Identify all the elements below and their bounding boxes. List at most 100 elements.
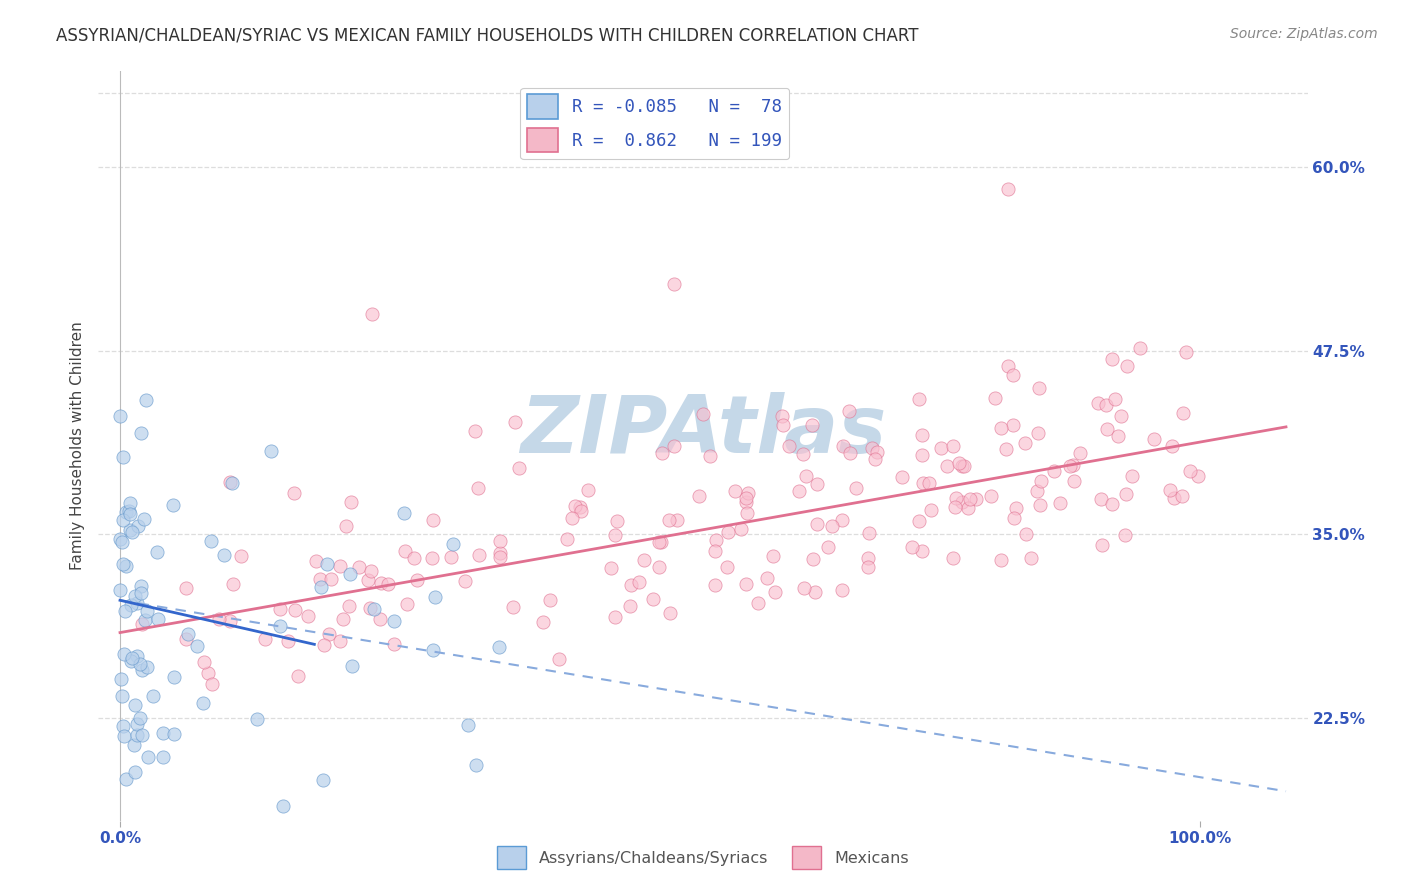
Point [124, 698, 146, 713]
Point [619, 599, 641, 613]
Point [329, 634, 352, 648]
Point [692, 408, 714, 422]
Point [508, 461, 530, 475]
Point [467, 548, 489, 562]
Point [284, 603, 307, 617]
Point [1069, 446, 1091, 460]
Point [662, 277, 685, 292]
Point [1107, 428, 1129, 442]
Point [734, 577, 756, 591]
Point [129, 426, 152, 441]
Point [942, 551, 965, 566]
Point [606, 514, 628, 528]
Point [221, 475, 243, 490]
Point [464, 424, 486, 438]
Point [831, 513, 853, 527]
Point [1026, 425, 1049, 440]
Point [131, 728, 153, 742]
Point [1026, 484, 1049, 499]
Point [787, 484, 810, 499]
Point [363, 602, 385, 616]
Point [163, 670, 186, 684]
Point [929, 441, 952, 455]
Point [957, 501, 980, 516]
Point [911, 543, 934, 558]
Point [315, 557, 337, 571]
Point [908, 514, 931, 528]
Point [489, 550, 512, 565]
Point [704, 533, 727, 547]
Point [716, 560, 738, 574]
Point [648, 559, 671, 574]
Point [844, 481, 866, 495]
Point [219, 614, 242, 628]
Point [135, 393, 157, 408]
Point [730, 522, 752, 536]
Point [605, 527, 627, 541]
Point [201, 677, 224, 691]
Point [763, 585, 786, 599]
Point [377, 577, 399, 591]
Point [111, 534, 134, 549]
Point [863, 451, 886, 466]
Point [648, 535, 671, 549]
Point [911, 476, 934, 491]
Point [704, 578, 727, 592]
Point [576, 483, 599, 497]
Point [488, 546, 510, 560]
Point [111, 690, 134, 704]
Point [129, 711, 152, 725]
Point [1171, 406, 1194, 420]
Point [132, 512, 155, 526]
Point [193, 655, 215, 669]
Point [734, 495, 756, 509]
Point [806, 476, 828, 491]
Legend: Assyrians/Chaldeans/Syriacs, Mexicans: Assyrians/Chaldeans/Syriacs, Mexicans [491, 839, 915, 875]
Point [120, 598, 142, 612]
Point [305, 554, 328, 568]
Point [658, 607, 681, 621]
Point [831, 439, 853, 453]
Text: ZIPAtlas: ZIPAtlas [520, 392, 886, 470]
Point [392, 506, 415, 520]
Point [699, 449, 721, 463]
Point [1014, 436, 1036, 450]
Point [118, 507, 141, 521]
Point [1049, 496, 1071, 510]
Point [108, 532, 131, 546]
Point [792, 447, 814, 461]
Point [1174, 345, 1197, 359]
Point [121, 651, 143, 665]
Point [1101, 498, 1123, 512]
Point [115, 559, 138, 574]
Point [246, 712, 269, 726]
Point [856, 550, 879, 565]
Point [219, 475, 242, 489]
Point [806, 516, 828, 531]
Point [772, 418, 794, 433]
Point [950, 459, 973, 474]
Point [254, 632, 277, 646]
Point [339, 566, 361, 581]
Point [269, 619, 291, 633]
Point [1063, 474, 1085, 488]
Point [911, 428, 934, 442]
Point [1031, 474, 1053, 488]
Point [112, 513, 135, 527]
Point [1109, 409, 1132, 423]
Point [984, 391, 1007, 405]
Point [440, 549, 463, 564]
Point [112, 647, 135, 661]
Point [1161, 440, 1184, 454]
Point [704, 543, 727, 558]
Point [908, 392, 931, 406]
Point [370, 576, 392, 591]
Point [1128, 342, 1150, 356]
Point [990, 553, 1012, 567]
Point [110, 582, 132, 597]
Point [943, 500, 966, 515]
Point [453, 574, 475, 588]
Point [311, 580, 333, 594]
Point [129, 657, 152, 671]
Point [127, 717, 149, 731]
